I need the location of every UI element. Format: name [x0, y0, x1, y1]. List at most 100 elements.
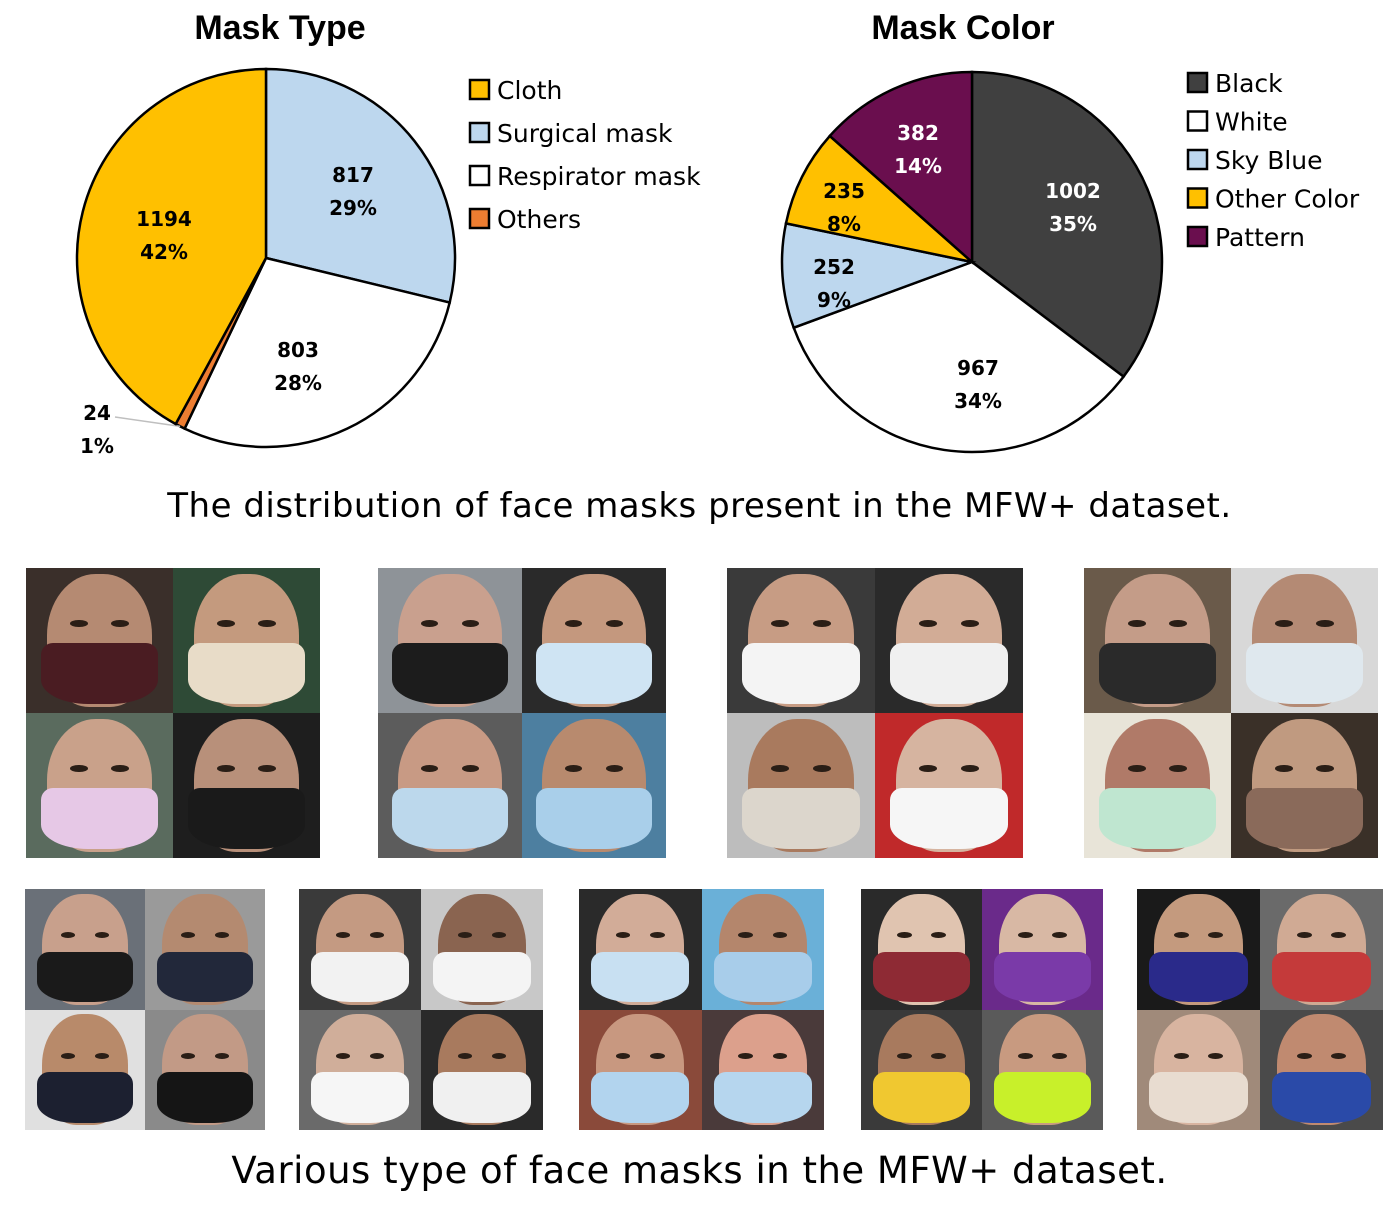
face-eye — [1173, 1052, 1189, 1059]
face-photo — [173, 568, 320, 713]
slice-percent-black: 35% — [1049, 212, 1097, 236]
face-mask — [741, 643, 861, 705]
legend-label-surgical-mask: Surgical mask — [497, 119, 673, 148]
face-mask — [536, 643, 652, 705]
face-eye — [650, 1052, 665, 1059]
face-mask — [187, 788, 306, 850]
face-eye — [335, 1052, 351, 1059]
face-photo — [982, 889, 1103, 1010]
face-eye — [1316, 765, 1334, 773]
mask-type-pie: 817 29% 803 28% 24 1% 1194 42% — [75, 67, 457, 458]
legend-swatch-other-color — [1186, 187, 1209, 209]
legend-label-other-color: Other Color — [1215, 185, 1360, 214]
face-eye — [650, 932, 665, 939]
legend-label-white: White — [1215, 108, 1288, 137]
face-photo — [26, 568, 173, 713]
face-eye — [1052, 1052, 1067, 1059]
face-eye — [919, 620, 938, 628]
face-eye — [1169, 765, 1187, 773]
mask-type-legend: Cloth Surgical mask Respirator mask Others — [468, 76, 701, 234]
face-eye — [771, 620, 790, 628]
face-mask — [889, 643, 1009, 705]
mask-color-pie: 1002 35% 967 34% 252 9% 235 8% 382 14% — [780, 70, 1164, 454]
slice-value-surgical-mask: 817 — [332, 163, 374, 187]
mosaic-white — [299, 889, 543, 1130]
mask-type-title: Mask Type — [194, 9, 365, 47]
face-mask — [1149, 951, 1248, 1003]
face-photo — [25, 1009, 145, 1130]
face-mask — [536, 788, 652, 850]
face-mask — [994, 951, 1091, 1003]
face-eye — [605, 765, 623, 773]
face-eye — [214, 1052, 229, 1059]
legend-label-black: Black — [1215, 69, 1283, 98]
face-eye — [111, 765, 129, 773]
face-eye — [1018, 932, 1033, 939]
legend-label-respirator-mask: Respirator mask — [497, 162, 701, 191]
face-eye — [1275, 620, 1293, 628]
slice-other-color — [784, 134, 977, 265]
face-mask — [392, 788, 508, 850]
slice-value-pattern: 382 — [897, 121, 939, 145]
mosaic-surgical — [378, 568, 666, 858]
face-photo — [378, 568, 522, 713]
face-mask — [40, 643, 159, 705]
face-mask — [37, 951, 133, 1003]
face-eye — [94, 932, 109, 939]
mosaic-other-color — [861, 889, 1103, 1130]
face-photo — [1260, 889, 1383, 1010]
slice-percent-sky-blue: 9% — [817, 288, 851, 312]
face-photo — [1137, 1009, 1260, 1130]
face-mask — [591, 951, 690, 1003]
face-eye — [461, 620, 479, 628]
face-eye — [1128, 620, 1146, 628]
face-mask — [994, 1072, 1091, 1123]
face-eye — [61, 932, 76, 939]
face-eye — [812, 765, 831, 773]
legend-swatch-sky-blue — [1186, 148, 1209, 171]
slice-percent-surgical-mask: 29% — [329, 196, 377, 220]
face-eye — [565, 765, 583, 773]
face-eye — [812, 620, 831, 628]
face-photo — [727, 713, 875, 858]
face-photo — [421, 1009, 543, 1130]
slice-surgical-mask — [264, 67, 457, 305]
face-photo — [173, 713, 320, 858]
face-eye — [1316, 620, 1334, 628]
face-photo — [26, 713, 173, 858]
slice-value-other-color: 235 — [823, 179, 865, 203]
face-mask — [591, 1072, 690, 1123]
face-eye — [1208, 932, 1224, 939]
face-eye — [70, 620, 88, 628]
slice-value-sky-blue: 252 — [813, 255, 855, 279]
face-eye — [772, 932, 788, 939]
face-eye — [960, 620, 979, 628]
face-mask — [157, 1072, 253, 1123]
face-photo — [1260, 1009, 1383, 1130]
face-mask — [713, 1072, 812, 1123]
face-eye — [217, 765, 235, 773]
face-mask — [311, 951, 409, 1003]
face-eye — [1331, 1052, 1347, 1059]
face-mask — [1098, 788, 1217, 850]
face-photo — [701, 889, 824, 1010]
face-photo — [1084, 568, 1231, 713]
face-photo — [522, 713, 666, 858]
face-photo — [1231, 713, 1378, 858]
face-photo — [299, 1009, 421, 1130]
legend-label-others: Others — [497, 205, 581, 234]
slice-value-cloth: 1194 — [136, 207, 192, 231]
face-mask — [1272, 1072, 1371, 1123]
face-eye — [1173, 932, 1189, 939]
face-mask — [311, 1072, 409, 1123]
legend-swatch-others — [468, 207, 491, 230]
face-eye — [960, 765, 979, 773]
face-eye — [1296, 1052, 1312, 1059]
face-mask — [713, 951, 812, 1003]
mosaic-black — [25, 889, 265, 1130]
face-eye — [738, 1052, 753, 1059]
face-mask — [1272, 951, 1371, 1003]
mosaic-pattern — [1137, 889, 1383, 1130]
face-eye — [1052, 932, 1067, 939]
face-eye — [1275, 765, 1293, 773]
